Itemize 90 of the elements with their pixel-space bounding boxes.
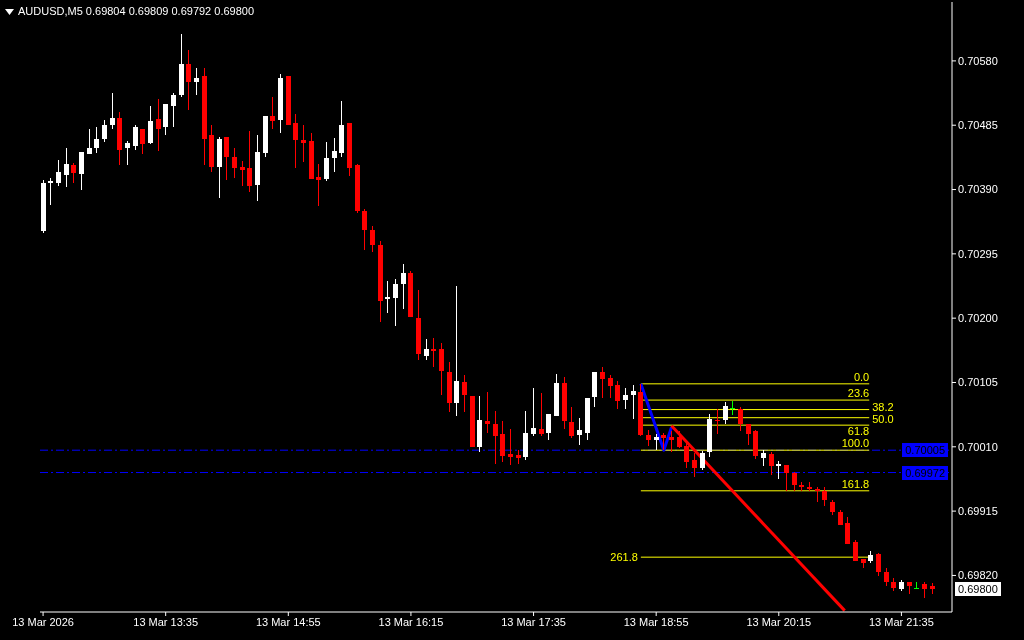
candlestick: [700, 450, 705, 471]
y-tick-label: 0.70295: [958, 247, 998, 260]
candlestick: [546, 413, 551, 441]
candlestick: [769, 451, 774, 476]
candlestick: [48, 177, 53, 206]
candlestick: [523, 410, 528, 461]
series-label: 61.8: [847, 425, 870, 438]
series-label: 0.0: [853, 370, 870, 383]
series-label: 50.0: [872, 413, 894, 426]
candlestick: [224, 136, 229, 181]
candlestick: [845, 516, 850, 545]
x-tick-label: 13 Mar 21:35: [869, 615, 934, 628]
candlestick: [784, 464, 789, 492]
y-tick-label: 0.70105: [958, 376, 998, 389]
candlestick: [56, 159, 61, 187]
series-label: 100.0: [841, 437, 870, 450]
candlestick: [148, 105, 153, 145]
y-tick-label: 0.69820: [958, 569, 998, 582]
candlestick: [163, 103, 168, 136]
candlestick: [270, 96, 275, 130]
y-tick-label: 0.69915: [958, 505, 998, 518]
candlestick: [94, 126, 99, 154]
x-tick-label: 13 Mar 16:15: [378, 615, 444, 628]
candlestick: [822, 486, 827, 507]
candlestick: [439, 342, 444, 396]
candlestick: [531, 387, 536, 437]
candlestick: [462, 374, 467, 413]
x-tick-label: 13 Mar 2026: [12, 615, 74, 628]
annotation: 0.69800: [955, 581, 1001, 596]
y-tick-label: 0.70580: [958, 54, 998, 67]
candlestick: [332, 137, 337, 173]
ref-line-label: 0.70005: [902, 443, 948, 458]
x-tick-label: 13 Mar 14:55: [255, 615, 321, 628]
candlestick: [623, 387, 628, 410]
candlestick: [792, 471, 797, 492]
x-tick-label: 13 Mar 18:55: [623, 615, 689, 628]
candlestick: [577, 417, 582, 446]
candlestick: [64, 147, 69, 188]
candlestick: [539, 392, 544, 437]
series-label: 261.8: [610, 550, 638, 563]
candlestick: [140, 128, 145, 155]
candlestick: [615, 380, 620, 410]
candlestick: [171, 92, 176, 128]
candlestick: [133, 124, 138, 151]
candlestick: [692, 452, 697, 478]
candlestick: [723, 401, 728, 425]
series-label: 38.2: [872, 401, 894, 414]
candlestick: [424, 338, 429, 361]
series-label: 23.6: [847, 387, 870, 400]
candlestick: [79, 151, 84, 191]
x-tick-label: 13 Mar 13:35: [133, 615, 199, 628]
candlestick: [600, 366, 605, 399]
candlestick: [232, 147, 237, 179]
candlestick: [493, 410, 498, 465]
candlestick: [240, 160, 245, 187]
candlestick: [247, 130, 252, 193]
x-tick-label: 13 Mar 20:15: [746, 615, 812, 628]
candlestick: [324, 141, 329, 182]
candlestick: [102, 119, 107, 143]
candlestick: [684, 440, 689, 469]
y-tick-label: 0.70010: [958, 440, 998, 453]
candlestick: [362, 208, 367, 251]
series-label: 161.8: [841, 477, 870, 490]
chart-title: AUDUSD,M5 0.69804 0.69809 0.69792 0.69800: [18, 5, 255, 18]
candlestick: [316, 163, 321, 207]
candlestick: [738, 406, 743, 432]
x-tick-label: 13 Mar 17:35: [501, 615, 566, 628]
candlestick: [293, 113, 298, 169]
candlestick: [370, 225, 375, 253]
candlestick: [110, 92, 115, 130]
candlestick: [569, 406, 574, 439]
candlestick: [631, 384, 636, 420]
candlestick: [156, 98, 161, 152]
ref-line-label: 0.69972: [902, 465, 948, 480]
candlestick: [884, 567, 889, 587]
y-tick-label: 0.70390: [958, 183, 998, 196]
candlestick: [454, 285, 459, 417]
candlestick: [401, 263, 406, 310]
candlestick: [393, 278, 398, 327]
candlestick: [186, 49, 191, 111]
candlestick: [500, 420, 505, 463]
candlestick: [125, 140, 130, 166]
y-tick-label: 0.70485: [958, 119, 998, 132]
candlestick: [876, 552, 881, 577]
candlestick: [608, 374, 613, 399]
candlestick: [194, 67, 199, 96]
candlestick: [71, 162, 76, 184]
candlestick: [485, 391, 490, 434]
candlestick: [815, 486, 820, 503]
y-tick-label: 0.70200: [958, 312, 998, 325]
